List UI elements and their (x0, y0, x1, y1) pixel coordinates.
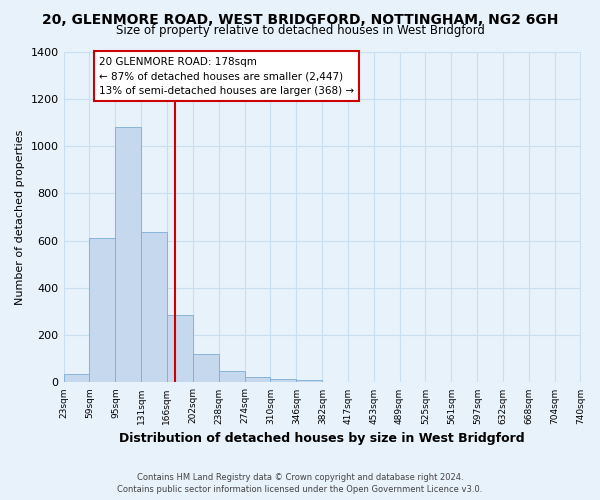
Bar (115, 127, 142, 382)
Bar (218, 371, 245, 382)
Bar (142, 232, 167, 382)
Bar (89, 238, 115, 382)
Y-axis label: Number of detached properties: Number of detached properties (15, 130, 25, 304)
Bar (64, 374, 89, 382)
Text: 20, GLENMORE ROAD, WEST BRIDGFORD, NOTTINGHAM, NG2 6GH: 20, GLENMORE ROAD, WEST BRIDGFORD, NOTTI… (42, 12, 558, 26)
Bar (167, 315, 193, 382)
Bar (193, 354, 218, 382)
Bar (271, 379, 296, 382)
Bar (245, 376, 271, 382)
Text: 20 GLENMORE ROAD: 178sqm
← 87% of detached houses are smaller (2,447)
13% of sem: 20 GLENMORE ROAD: 178sqm ← 87% of detach… (99, 56, 354, 96)
X-axis label: Distribution of detached houses by size in West Bridgford: Distribution of detached houses by size … (119, 432, 525, 445)
Text: Contains HM Land Registry data © Crown copyright and database right 2024.
Contai: Contains HM Land Registry data © Crown c… (118, 472, 482, 494)
Bar (296, 380, 322, 382)
Text: Size of property relative to detached houses in West Bridgford: Size of property relative to detached ho… (116, 24, 484, 37)
